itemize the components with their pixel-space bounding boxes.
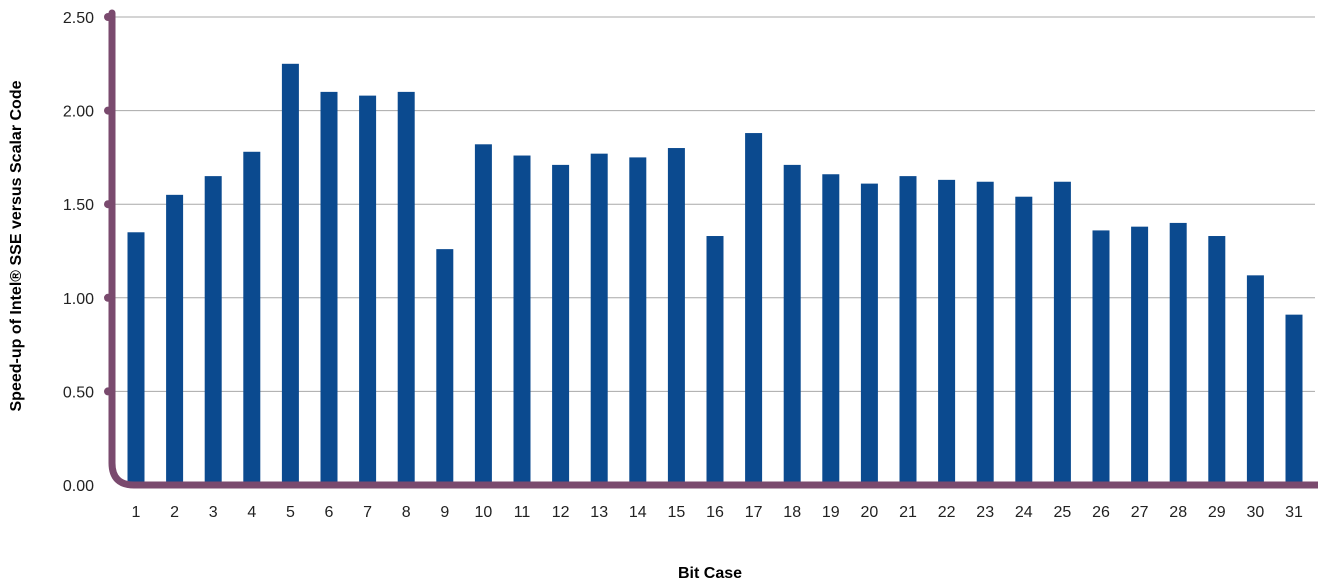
x-tick-label: 30 xyxy=(1247,504,1265,521)
x-tick-label: 8 xyxy=(402,504,411,521)
x-tick-label: 27 xyxy=(1131,504,1149,521)
bar xyxy=(976,181,994,486)
bar xyxy=(1015,196,1033,485)
bar xyxy=(1285,314,1303,485)
x-tick-label: 17 xyxy=(745,504,763,521)
x-tick-label: 9 xyxy=(440,504,449,521)
bar xyxy=(745,133,763,485)
bar xyxy=(513,155,531,485)
bar xyxy=(397,91,415,485)
x-tick-label: 4 xyxy=(247,504,256,521)
x-tick-label: 14 xyxy=(629,504,647,521)
bar xyxy=(320,91,338,485)
bar xyxy=(822,174,840,485)
x-tick-labels: 1 2 3 4 5 6 7 8 9 10 11 12 13 14 15 16 17 18 19 20 21 22 23 24 2… xyxy=(132,504,1303,521)
bar xyxy=(860,183,878,486)
x-tick-label: 6 xyxy=(325,504,334,521)
bar xyxy=(1053,181,1071,486)
bar xyxy=(166,194,184,485)
bar xyxy=(1092,230,1110,485)
y-tick-label: 0.00 xyxy=(63,478,94,495)
x-tick-label: 25 xyxy=(1054,504,1072,521)
x-tick-label: 7 xyxy=(363,504,372,521)
bar xyxy=(783,164,801,485)
x-tick-label: 23 xyxy=(976,504,994,521)
y-tick-labels: 0.00 0.50 1.00 1.50 2.00 2.50 xyxy=(63,10,94,495)
y-tick-label: 0.50 xyxy=(63,384,94,401)
bar xyxy=(1246,275,1264,485)
x-tick-label: 19 xyxy=(822,504,840,521)
x-tick-label: 16 xyxy=(706,504,724,521)
x-tick-label: 22 xyxy=(938,504,956,521)
bar xyxy=(552,164,570,485)
bar xyxy=(938,179,956,486)
bar xyxy=(281,63,299,486)
x-tick-label: 28 xyxy=(1169,504,1187,521)
bars xyxy=(127,63,1303,486)
x-tick-label: 2 xyxy=(170,504,179,521)
x-tick-label: 21 xyxy=(899,504,917,521)
x-axis-label: Bit Case xyxy=(678,565,742,582)
x-tick-label: 24 xyxy=(1015,504,1033,521)
bar xyxy=(474,144,492,486)
bar xyxy=(127,232,145,485)
axes xyxy=(108,9,1318,489)
x-tick-label: 1 xyxy=(132,504,141,521)
bar xyxy=(899,176,917,485)
bar xyxy=(629,157,647,485)
x-tick-label: 18 xyxy=(783,504,801,521)
x-tick-label: 29 xyxy=(1208,504,1226,521)
y-tick-label: 1.00 xyxy=(63,291,94,308)
x-tick-label: 13 xyxy=(590,504,608,521)
bar xyxy=(1131,226,1149,485)
x-tick-label: 10 xyxy=(475,504,493,521)
y-tick-label: 2.50 xyxy=(63,10,94,27)
x-tick-label: 26 xyxy=(1092,504,1110,521)
bar xyxy=(359,95,377,486)
x-tick-label: 11 xyxy=(514,504,531,521)
bar xyxy=(243,151,261,485)
x-tick-label: 3 xyxy=(209,504,218,521)
bar xyxy=(204,176,222,485)
bar xyxy=(667,148,685,486)
bar xyxy=(590,153,608,485)
bar xyxy=(436,249,454,485)
axis-line xyxy=(108,9,1318,489)
x-tick-label: 15 xyxy=(668,504,686,521)
x-tick-label: 20 xyxy=(861,504,879,521)
y-tick-label: 2.00 xyxy=(63,104,94,121)
bar xyxy=(706,236,724,485)
bar xyxy=(1208,236,1226,485)
bar xyxy=(1169,222,1187,486)
y-tick-label: 1.50 xyxy=(63,197,94,214)
y-axis-label: Speed-up of Intel® SSE versus Scalar Cod… xyxy=(8,80,25,411)
x-tick-label: 12 xyxy=(552,504,570,521)
x-tick-label: 5 xyxy=(286,504,295,521)
x-tick-label: 31 xyxy=(1285,504,1303,521)
